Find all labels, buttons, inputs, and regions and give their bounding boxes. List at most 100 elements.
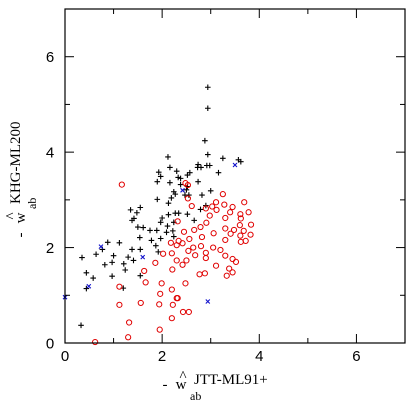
y-axis-label-superscript: KHG-ML200: [8, 122, 24, 205]
circle-point: [191, 226, 198, 234]
plus-point: [163, 229, 170, 236]
circle-point: [179, 240, 186, 247]
circle-point: [222, 252, 229, 259]
circle-point: [184, 195, 191, 202]
circle-point: [237, 215, 244, 222]
circle-point: [201, 270, 208, 277]
plus-point: [205, 84, 211, 91]
circle-point: [184, 181, 191, 189]
plus-point: [177, 175, 184, 182]
circle-point: [197, 223, 204, 231]
x-tick-label: 2: [158, 348, 166, 365]
circle-point: [157, 290, 164, 297]
circle-point: [247, 231, 254, 238]
plus-point: [120, 260, 127, 267]
plus-point: [198, 164, 204, 171]
circle-point: [158, 280, 165, 287]
plus-point: [206, 162, 213, 169]
circle-point: [179, 261, 186, 268]
circle-point: [237, 238, 244, 245]
circle-point: [167, 239, 174, 246]
circle-point: [229, 269, 236, 276]
circle-point: [168, 315, 175, 322]
plus-point: [83, 285, 90, 292]
circle-point: [152, 259, 159, 266]
plus-point: [155, 169, 162, 175]
circle-point: [156, 326, 163, 333]
circle-point: [197, 243, 205, 250]
plus-point: [137, 246, 144, 253]
circle-point: [206, 212, 213, 219]
plus-point: [102, 261, 108, 268]
x-axis-label-hat: ^: [179, 369, 186, 385]
y-axis-label: - ^ w ab KHG-ML200: [4, 122, 39, 238]
y-axis-label-subscript: ab: [25, 198, 39, 209]
circle-point: [221, 201, 228, 208]
plus-point: [207, 187, 214, 194]
circle-point: [116, 283, 123, 290]
circle-point: [202, 249, 209, 256]
circle-point: [169, 301, 176, 308]
circle-point: [222, 236, 229, 244]
plus-point: [197, 206, 204, 213]
plus-point: [157, 235, 164, 242]
plus-point: [122, 267, 129, 273]
plus-point: [140, 224, 146, 231]
plus-point: [165, 200, 172, 206]
data-marks: [62, 84, 255, 346]
plus-point: [153, 242, 159, 249]
circle-point: [186, 235, 193, 243]
plus-point: [127, 207, 134, 213]
cross-point: [86, 283, 92, 289]
plus-point: [109, 259, 115, 266]
plus-point: [186, 192, 192, 198]
x-tick-label: 6: [352, 348, 360, 365]
plus-point: [165, 154, 171, 160]
circle-point: [188, 202, 195, 210]
plus-point: [137, 272, 144, 279]
y-tick-label: 6: [46, 49, 54, 66]
plus-point: [172, 191, 179, 197]
cross-point: [98, 244, 104, 250]
circle-point: [174, 295, 181, 302]
circle-point: [92, 338, 99, 346]
plus-point: [199, 192, 205, 198]
circle-point: [183, 257, 190, 264]
cross-point: [232, 162, 238, 168]
circle-point: [237, 211, 244, 218]
plus-point: [175, 210, 182, 217]
circle-point: [173, 257, 180, 264]
plus-point: [157, 219, 164, 226]
circle-point: [226, 265, 233, 272]
circle-point: [229, 203, 236, 211]
plus-point: [104, 239, 111, 246]
plus-point: [173, 168, 180, 175]
circle-point: [227, 230, 234, 237]
x-tick-label: 0: [61, 348, 69, 365]
x-axis-label-prefix: -: [163, 377, 168, 393]
cross-point: [180, 187, 185, 193]
plus-point: [165, 211, 172, 218]
plus-point: [159, 215, 165, 221]
circle-point: [185, 247, 192, 255]
axis-ticks: [64, 8, 406, 344]
plus-point: [184, 211, 191, 217]
x-axis-label: - ^ w ab JTT-ML91+: [163, 369, 268, 403]
circle-point: [185, 308, 192, 316]
circle-point: [222, 225, 229, 232]
plus-point: [129, 246, 135, 253]
plus-point: [147, 227, 153, 234]
plus-point: [135, 224, 141, 230]
x-axis-label-symbol: w: [176, 377, 187, 393]
plus-point: [134, 209, 140, 216]
circle-point: [160, 250, 167, 257]
plus-point: [78, 322, 84, 329]
circle-point: [212, 262, 220, 269]
circle-point: [210, 230, 217, 237]
circle-point: [126, 319, 133, 326]
circle-point: [202, 254, 209, 262]
circle-point: [173, 242, 180, 249]
plus-point: [195, 178, 201, 185]
circle-point: [232, 258, 240, 265]
plus-point: [110, 252, 117, 259]
